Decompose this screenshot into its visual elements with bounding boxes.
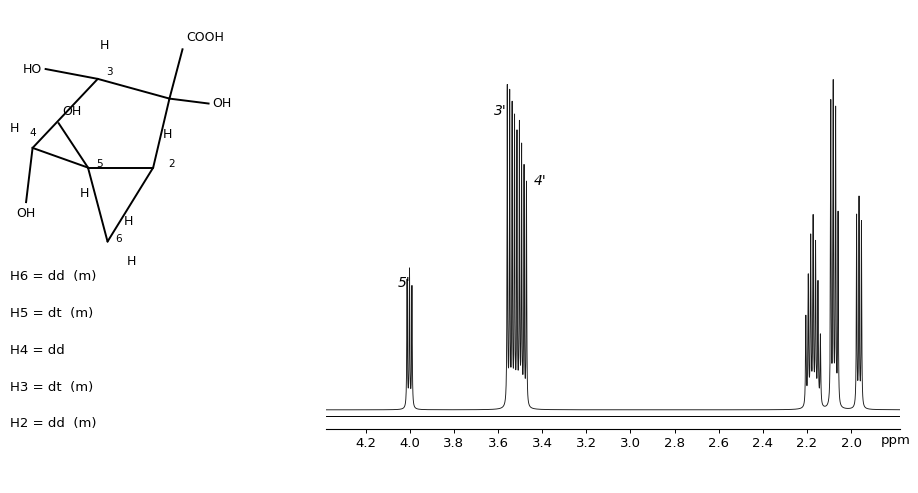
Text: OH: OH — [62, 106, 81, 118]
Text: H: H — [80, 187, 89, 200]
Text: H: H — [10, 122, 19, 135]
Text: H3 = dt  (m): H3 = dt (m) — [10, 381, 93, 393]
Text: 3': 3' — [494, 104, 507, 118]
Text: 3: 3 — [106, 67, 113, 76]
Text: HO: HO — [23, 63, 42, 75]
Text: OH: OH — [17, 207, 36, 220]
Text: H2 = dd  (m): H2 = dd (m) — [10, 418, 96, 430]
Text: H: H — [124, 215, 133, 228]
Text: H: H — [163, 128, 173, 141]
Text: H4 = dd: H4 = dd — [10, 344, 64, 356]
Text: H: H — [99, 39, 109, 52]
Text: 4: 4 — [29, 128, 36, 138]
Text: H: H — [127, 255, 137, 268]
Text: H5 = dt  (m): H5 = dt (m) — [10, 307, 93, 319]
Text: 4': 4' — [533, 174, 546, 188]
Text: 6: 6 — [116, 234, 122, 244]
Text: COOH: COOH — [185, 32, 224, 44]
Text: 5: 5 — [96, 159, 103, 169]
Text: ppm: ppm — [880, 434, 910, 447]
Text: 5': 5' — [397, 276, 410, 289]
Text: OH: OH — [212, 97, 231, 110]
Text: H6 = dd  (m): H6 = dd (m) — [10, 270, 96, 282]
Text: 2: 2 — [168, 159, 174, 169]
